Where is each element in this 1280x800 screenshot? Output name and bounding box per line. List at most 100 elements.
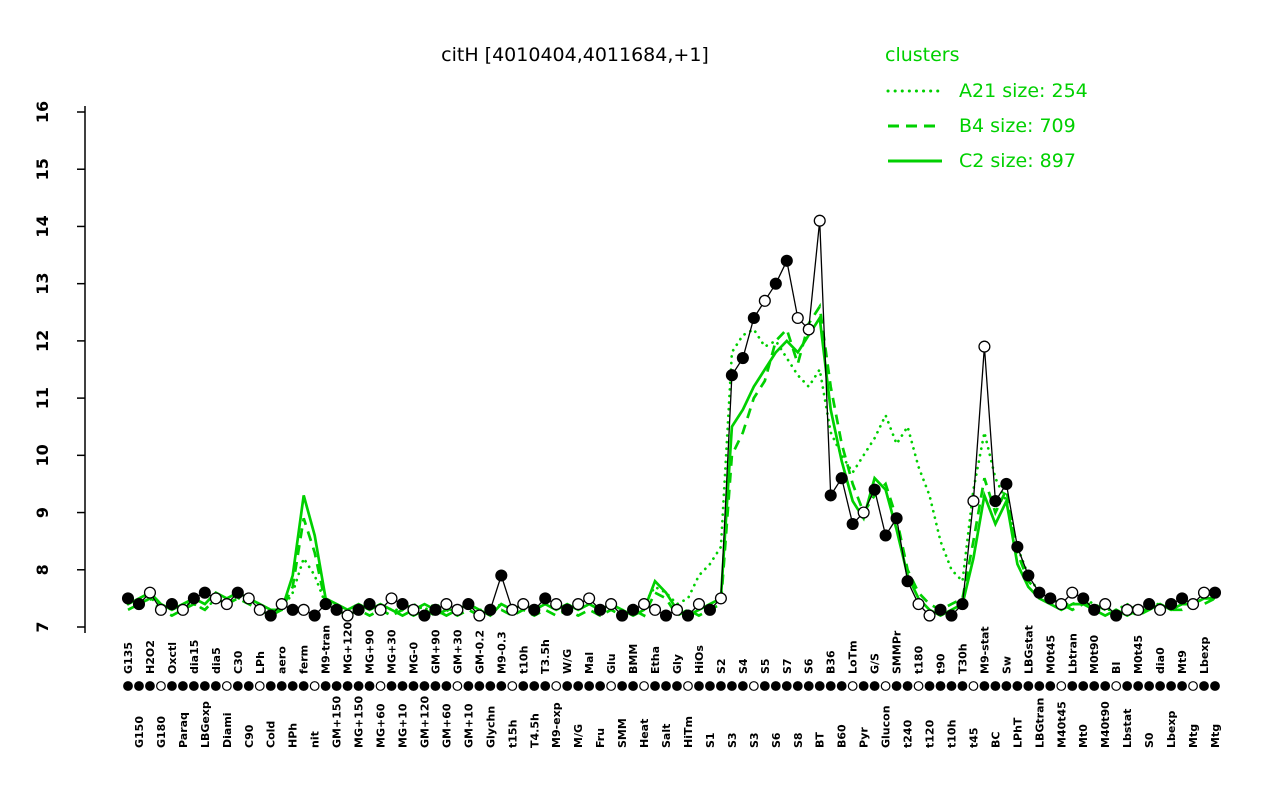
svg-text:G150: G150 — [133, 716, 146, 748]
svg-text:G180: G180 — [155, 716, 168, 748]
svg-text:GM+120: GM+120 — [418, 696, 431, 748]
svg-text:GM+150: GM+150 — [331, 696, 344, 748]
svg-text:t10h: t10h — [945, 720, 958, 748]
svg-text:12: 12 — [33, 330, 52, 352]
svg-text:GM+10: GM+10 — [462, 703, 475, 748]
svg-text:M40t90: M40t90 — [1099, 701, 1112, 748]
svg-text:t120: t120 — [924, 719, 937, 748]
svg-text:Cold: Cold — [265, 721, 278, 748]
legend-entry: C2 size: 897 — [885, 150, 1088, 172]
legend-entry-label: C2 size: 897 — [959, 150, 1076, 172]
legend-title: clusters — [885, 44, 960, 66]
svg-text:S4: S4 — [737, 658, 750, 674]
svg-text:Fru: Fru — [594, 728, 607, 748]
svg-text:13: 13 — [33, 273, 52, 295]
svg-text:Diami: Diami — [221, 712, 234, 748]
svg-text:GM+60: GM+60 — [440, 703, 453, 748]
svg-text:t90: t90 — [935, 653, 948, 674]
svg-text:T30h: T30h — [956, 643, 969, 674]
svg-text:LBGstat: LBGstat — [1022, 625, 1035, 674]
legend: clusters A21 size: 254 B4 size: 709 C2 s… — [885, 44, 1088, 185]
svg-text:Glucon: Glucon — [880, 705, 893, 748]
svg-text:SMMPr: SMMPr — [891, 630, 904, 674]
svg-text:C30: C30 — [232, 650, 245, 674]
svg-text:LBGtran: LBGtran — [1033, 698, 1046, 748]
svg-text:C90: C90 — [243, 724, 256, 748]
svg-text:t45: t45 — [967, 727, 980, 748]
svg-text:ferm: ferm — [298, 645, 311, 674]
svg-text:Etha: Etha — [649, 646, 662, 674]
svg-text:GM+90: GM+90 — [429, 629, 442, 674]
svg-text:Paraq: Paraq — [177, 712, 190, 748]
dashed-line-icon — [888, 124, 942, 128]
legend-entry: B4 size: 709 — [885, 115, 1088, 137]
svg-text:8: 8 — [33, 564, 52, 575]
svg-text:M0t45: M0t45 — [1132, 635, 1145, 674]
svg-text:GM+30: GM+30 — [451, 629, 464, 674]
svg-text:M9-0.3: M9-0.3 — [495, 631, 508, 674]
svg-text:LoTm: LoTm — [847, 640, 860, 674]
svg-text:S8: S8 — [792, 732, 805, 748]
svg-text:aero: aero — [276, 646, 289, 674]
svg-text:S5: S5 — [759, 658, 772, 674]
svg-text:LPhT: LPhT — [1011, 717, 1024, 748]
svg-text:t240: t240 — [902, 719, 915, 748]
svg-text:9: 9 — [33, 507, 52, 518]
svg-text:G/S: G/S — [869, 653, 882, 674]
svg-text:dia15: dia15 — [188, 640, 201, 674]
svg-text:Pyr: Pyr — [858, 727, 871, 748]
svg-text:BI: BI — [1110, 662, 1123, 674]
svg-text:HiTm: HiTm — [682, 716, 695, 748]
svg-text:Sw: Sw — [1000, 656, 1013, 674]
svg-text:S1: S1 — [704, 732, 717, 748]
svg-text:MG+120: MG+120 — [342, 622, 355, 674]
svg-text:t10h: t10h — [517, 646, 530, 674]
svg-text:Salt: Salt — [660, 724, 673, 748]
svg-text:M/G: M/G — [572, 724, 585, 748]
svg-text:B60: B60 — [836, 724, 849, 748]
svg-text:Glu: Glu — [605, 653, 618, 674]
svg-text:MG+10: MG+10 — [396, 703, 409, 748]
svg-text:M9-stat: M9-stat — [978, 626, 991, 674]
svg-text:11: 11 — [33, 387, 52, 409]
svg-text:Lbexp: Lbexp — [1165, 711, 1178, 748]
svg-text:BT: BT — [814, 732, 827, 748]
svg-text:Mtg: Mtg — [1209, 724, 1222, 748]
svg-text:SMM: SMM — [616, 718, 629, 748]
svg-text:16: 16 — [33, 101, 52, 123]
svg-text:GM-0.2: GM-0.2 — [473, 630, 486, 674]
svg-text:t180: t180 — [913, 645, 926, 674]
svg-text:Mt9: Mt9 — [1176, 650, 1189, 674]
svg-text:S6: S6 — [803, 658, 816, 674]
svg-text:LPh: LPh — [254, 651, 267, 674]
svg-text:14: 14 — [33, 215, 52, 237]
svg-text:S3: S3 — [726, 732, 739, 748]
svg-text:H2O2: H2O2 — [144, 640, 157, 674]
svg-text:Lbtran: Lbtran — [1066, 633, 1079, 674]
svg-text:S6: S6 — [770, 732, 783, 748]
svg-text:S3: S3 — [748, 732, 761, 748]
svg-text:t15h: t15h — [506, 720, 519, 748]
svg-text:Oxctl: Oxctl — [166, 642, 179, 674]
svg-text:HiOs: HiOs — [693, 645, 706, 674]
svg-text:MG+90: MG+90 — [364, 629, 377, 674]
svg-text:10: 10 — [33, 444, 52, 466]
svg-text:M0t45: M0t45 — [1044, 635, 1057, 674]
svg-text:Lbstat: Lbstat — [1121, 709, 1134, 748]
svg-text:S0: S0 — [1143, 732, 1156, 748]
svg-text:LBGexp: LBGexp — [199, 701, 212, 748]
svg-text:Heat: Heat — [638, 719, 651, 748]
svg-text:W/G: W/G — [561, 649, 574, 674]
svg-text:M0t90: M0t90 — [1088, 634, 1101, 674]
svg-text:T4.5h: T4.5h — [528, 713, 541, 748]
svg-text:M9-exp: M9-exp — [550, 702, 563, 748]
dotted-line-icon — [886, 89, 944, 93]
svg-text:HPh: HPh — [287, 723, 300, 748]
legend-entry-label: B4 size: 709 — [959, 115, 1076, 137]
svg-text:nit: nit — [309, 731, 322, 748]
svg-text:Glychn: Glychn — [484, 706, 497, 748]
svg-text:Mtg: Mtg — [1187, 724, 1200, 748]
svg-text:MG+60: MG+60 — [375, 703, 388, 748]
